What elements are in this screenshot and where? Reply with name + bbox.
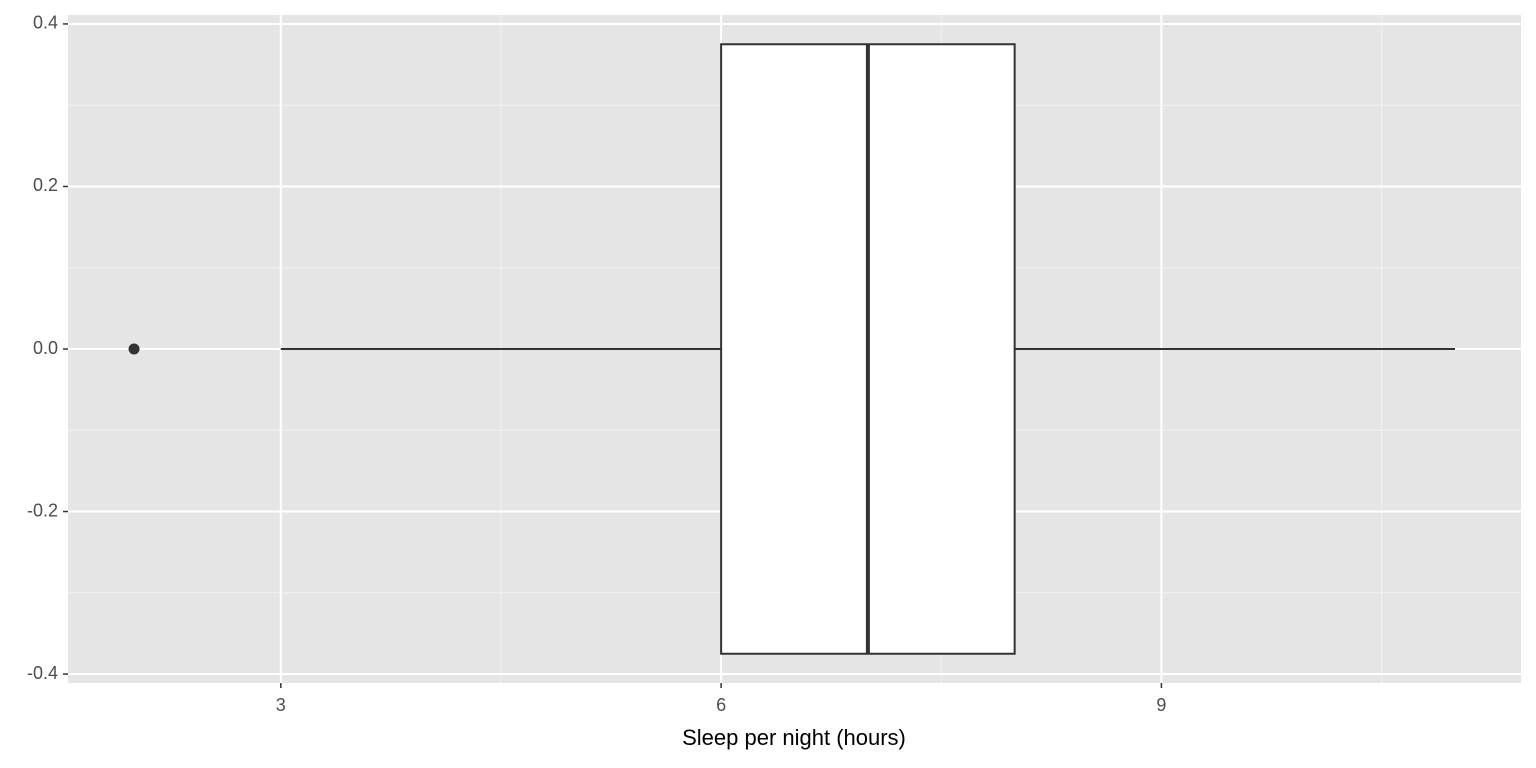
x-tick-label: 3 [276,695,286,715]
outlier [128,343,140,355]
x-tick-label: 9 [1156,695,1166,715]
x-axis-title: Sleep per night (hours) [682,725,906,750]
x-tick-label: 6 [716,695,726,715]
y-tick-label: 0.0 [33,338,58,358]
y-tick-label: -0.2 [27,500,58,520]
y-tick-label: -0.4 [27,663,58,683]
y-tick-label: 0.4 [33,13,58,33]
y-tick-label: 0.2 [33,175,58,195]
